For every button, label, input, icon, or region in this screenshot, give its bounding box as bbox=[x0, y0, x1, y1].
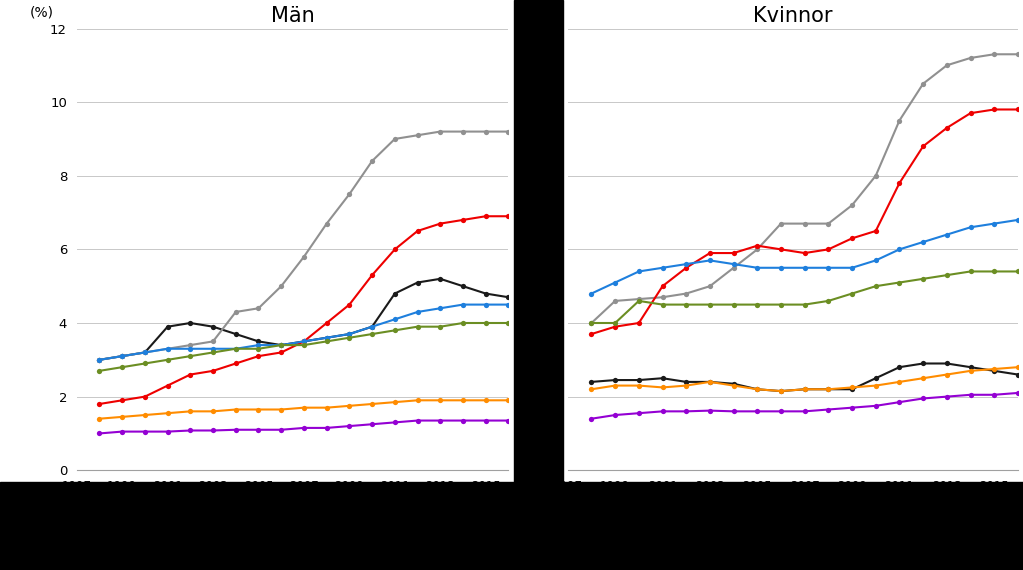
Title: Män: Män bbox=[271, 6, 314, 26]
Legend: 0 - 12 år, 13 - 17 år, 18 - 24 år, 25 - 44 år, 45 - 64 år, 65 - 74 år, 75+ år: 0 - 12 år, 13 - 17 år, 18 - 24 år, 25 - … bbox=[168, 535, 855, 558]
Y-axis label: (%): (%) bbox=[520, 6, 544, 19]
Y-axis label: (%): (%) bbox=[31, 6, 54, 19]
Title: Kvinnor: Kvinnor bbox=[753, 6, 833, 26]
